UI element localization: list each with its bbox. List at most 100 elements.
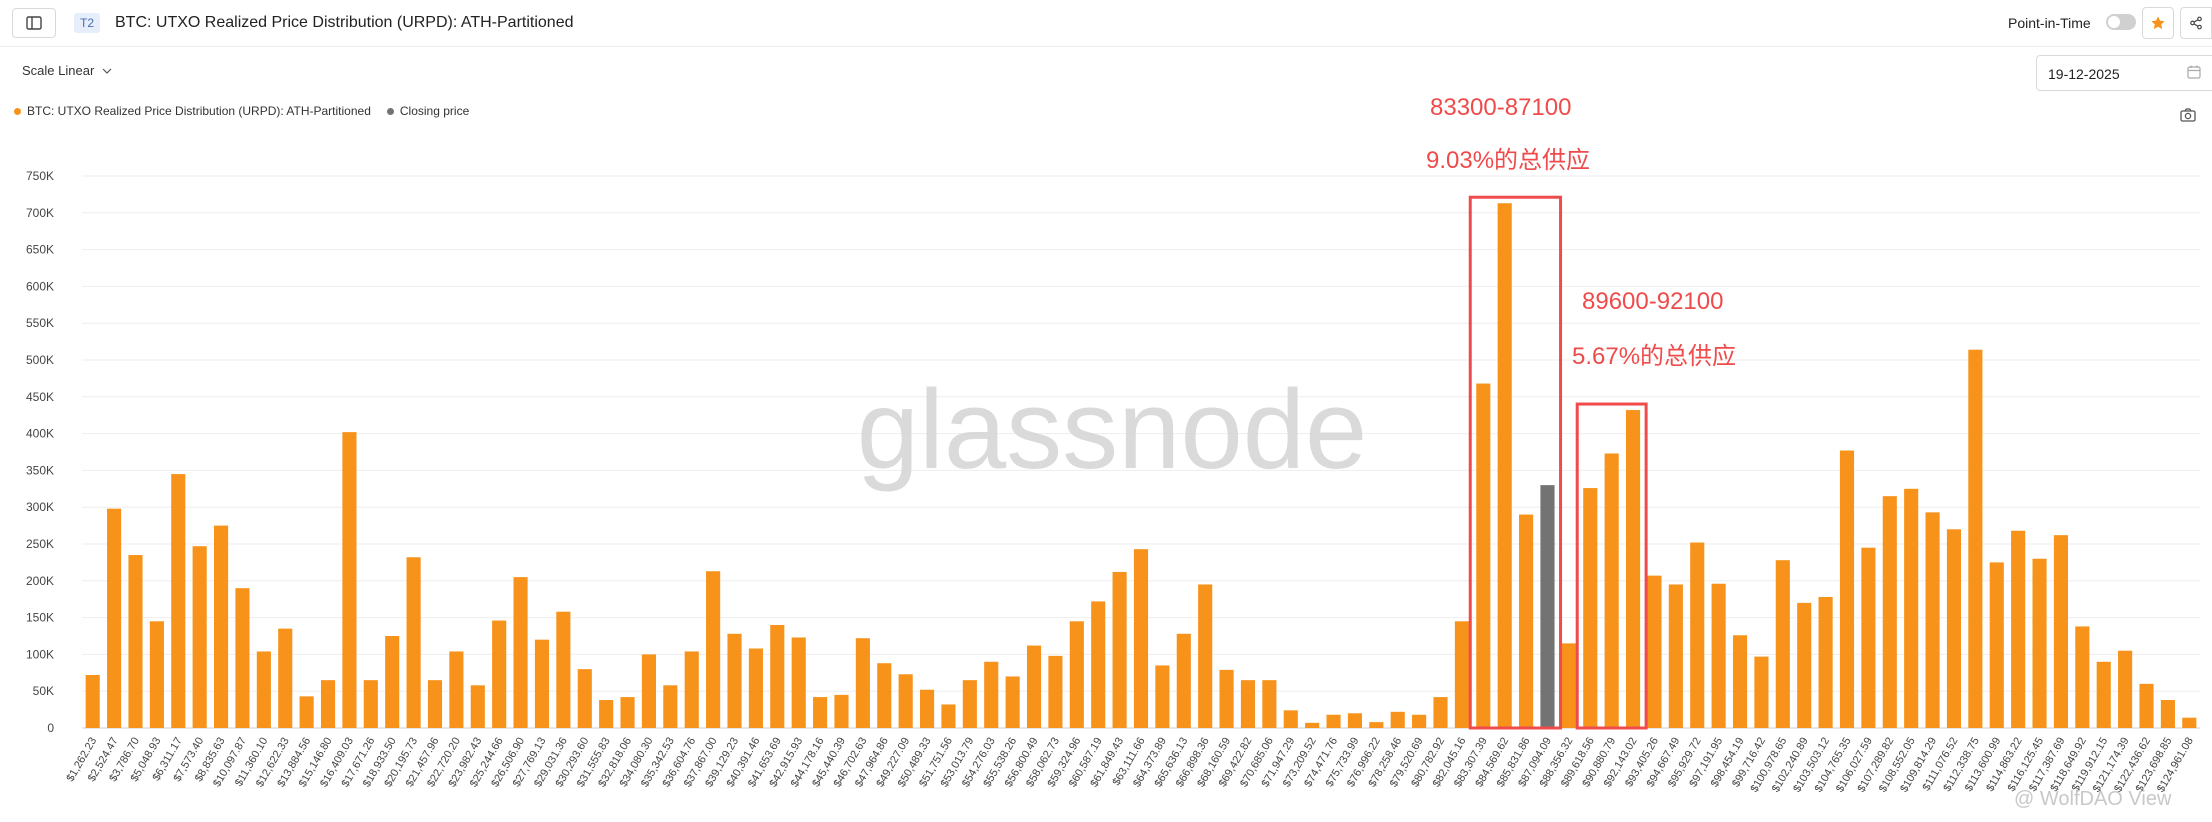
distribution-bar bbox=[2118, 650, 2133, 728]
distribution-bar bbox=[427, 680, 443, 728]
distribution-bar bbox=[1561, 643, 1576, 728]
distribution-bar bbox=[128, 555, 143, 728]
distribution-bar bbox=[149, 621, 164, 728]
distribution-bar bbox=[1048, 655, 1063, 728]
top-bar: T2 BTC: UTXO Realized Price Distribution… bbox=[0, 0, 2212, 47]
share-button[interactable] bbox=[2180, 7, 2212, 39]
distribution-bar bbox=[1026, 645, 1042, 728]
distribution-bar bbox=[2139, 683, 2154, 728]
highlight-box-1 bbox=[1468, 195, 1563, 730]
distribution-bar bbox=[1583, 488, 1598, 728]
glassnode-watermark: glassnode bbox=[857, 367, 1368, 492]
distribution-bar bbox=[1797, 602, 1812, 728]
distribution-bar bbox=[877, 663, 892, 728]
distribution-bar bbox=[1861, 547, 1876, 728]
distribution-bar bbox=[320, 680, 336, 728]
distribution-bar bbox=[1454, 621, 1469, 728]
y-tick-label: 550K bbox=[26, 316, 54, 330]
distribution-bar bbox=[1882, 496, 1897, 728]
distribution-bar bbox=[1626, 410, 1641, 728]
distribution-bar bbox=[1946, 529, 1962, 728]
distribution-bar bbox=[513, 577, 528, 728]
distribution-bar bbox=[214, 525, 229, 728]
distribution-bar bbox=[770, 624, 785, 728]
distribution-bar bbox=[1133, 549, 1149, 728]
distribution-bar bbox=[363, 680, 378, 728]
distribution-bar bbox=[1647, 575, 1662, 728]
distribution-bar bbox=[1775, 560, 1790, 728]
distribution-bar bbox=[1732, 635, 1748, 728]
closing-price-bar bbox=[1540, 485, 1555, 728]
legend-item-closing-price[interactable]: Closing price bbox=[386, 103, 469, 119]
camera-icon bbox=[2180, 108, 2196, 122]
distribution-bar bbox=[85, 675, 100, 728]
distribution-bar bbox=[1754, 656, 1769, 728]
distribution-bar bbox=[470, 685, 485, 728]
y-axis-labels: 0 50K 100K 150K 200K 250K 300K 350K 400K 450K 500K… bbox=[26, 169, 54, 735]
distribution-bar bbox=[1112, 571, 1127, 728]
distribution-bar bbox=[748, 648, 763, 728]
distribution-bar bbox=[1668, 584, 1683, 728]
distribution-bar bbox=[1925, 512, 1940, 728]
date-value: 19-12-2025 bbox=[2048, 66, 2120, 82]
distribution-bar bbox=[406, 557, 421, 728]
y-tick-label: 400K bbox=[26, 427, 54, 441]
distribution-bar bbox=[1519, 514, 1534, 728]
point-in-time-label: Point-in-Time bbox=[2008, 15, 2091, 31]
distribution-bar bbox=[256, 651, 271, 728]
distribution-bar bbox=[620, 697, 635, 728]
footer-watermark: @ WolfDAO View bbox=[2014, 788, 2172, 810]
distribution-bar bbox=[641, 654, 656, 728]
chevron-down-icon bbox=[102, 68, 112, 74]
distribution-bar bbox=[834, 694, 849, 728]
point-in-time-toggle[interactable] bbox=[2106, 14, 2136, 30]
distribution-bar bbox=[941, 704, 956, 728]
distribution-bar bbox=[1711, 583, 1726, 728]
distribution-bar bbox=[1198, 584, 1213, 728]
distribution-bar bbox=[1347, 713, 1362, 728]
distribution-bar bbox=[2032, 558, 2047, 728]
distribution-bar bbox=[1369, 722, 1384, 728]
sidebar-toggle-icon bbox=[26, 16, 42, 30]
distribution-bar bbox=[2096, 661, 2111, 728]
annotation-share-2: 5.67%的总供应 bbox=[1572, 343, 1737, 370]
distribution-bar bbox=[2075, 626, 2090, 728]
legend-label-urpd: BTC: UTXO Realized Price Distribution (U… bbox=[27, 104, 371, 118]
screenshot-button[interactable] bbox=[2180, 108, 2196, 127]
y-tick-label: 500K bbox=[26, 353, 54, 367]
calendar-icon bbox=[2187, 65, 2201, 79]
distribution-bar bbox=[1219, 669, 1234, 728]
annotation-share-1: 9.03%的总供应 bbox=[1426, 147, 1591, 174]
distribution-bar bbox=[1326, 714, 1341, 728]
y-tick-label: 250K bbox=[26, 537, 54, 551]
sidebar-toggle-button[interactable] bbox=[12, 8, 56, 38]
distribution-bar bbox=[727, 633, 742, 728]
date-field[interactable]: 19-12-2025 bbox=[2036, 55, 2212, 91]
distribution-bar bbox=[962, 680, 977, 728]
y-tick-label: 300K bbox=[26, 500, 54, 514]
distribution-bar bbox=[278, 628, 293, 728]
distribution-bar bbox=[2011, 530, 2026, 728]
distribution-bar bbox=[1005, 676, 1020, 728]
distribution-bar bbox=[813, 697, 828, 728]
scale-label: Scale Linear bbox=[22, 63, 95, 78]
distribution-bar bbox=[1176, 633, 1191, 728]
favorite-button[interactable] bbox=[2142, 7, 2174, 39]
distribution-bar bbox=[1262, 680, 1277, 728]
distribution-bar bbox=[898, 674, 913, 728]
y-tick-label: 200K bbox=[26, 574, 54, 588]
distribution-bar bbox=[2053, 535, 2068, 728]
distribution-bar bbox=[385, 636, 400, 728]
distribution-bar bbox=[791, 637, 806, 728]
scale-dropdown[interactable]: Scale Linear bbox=[22, 62, 112, 80]
distribution-bar bbox=[235, 588, 250, 728]
legend-item-urpd[interactable]: BTC: UTXO Realized Price Distribution (U… bbox=[14, 103, 371, 119]
distribution-bar bbox=[1690, 542, 1705, 728]
distribution-bar bbox=[1390, 711, 1405, 728]
distribution-bar bbox=[342, 432, 357, 728]
y-tick-label: 150K bbox=[26, 611, 54, 625]
y-tick-label: 450K bbox=[26, 390, 54, 404]
distribution-bar bbox=[984, 661, 999, 728]
legend-dot-closing bbox=[386, 107, 394, 115]
